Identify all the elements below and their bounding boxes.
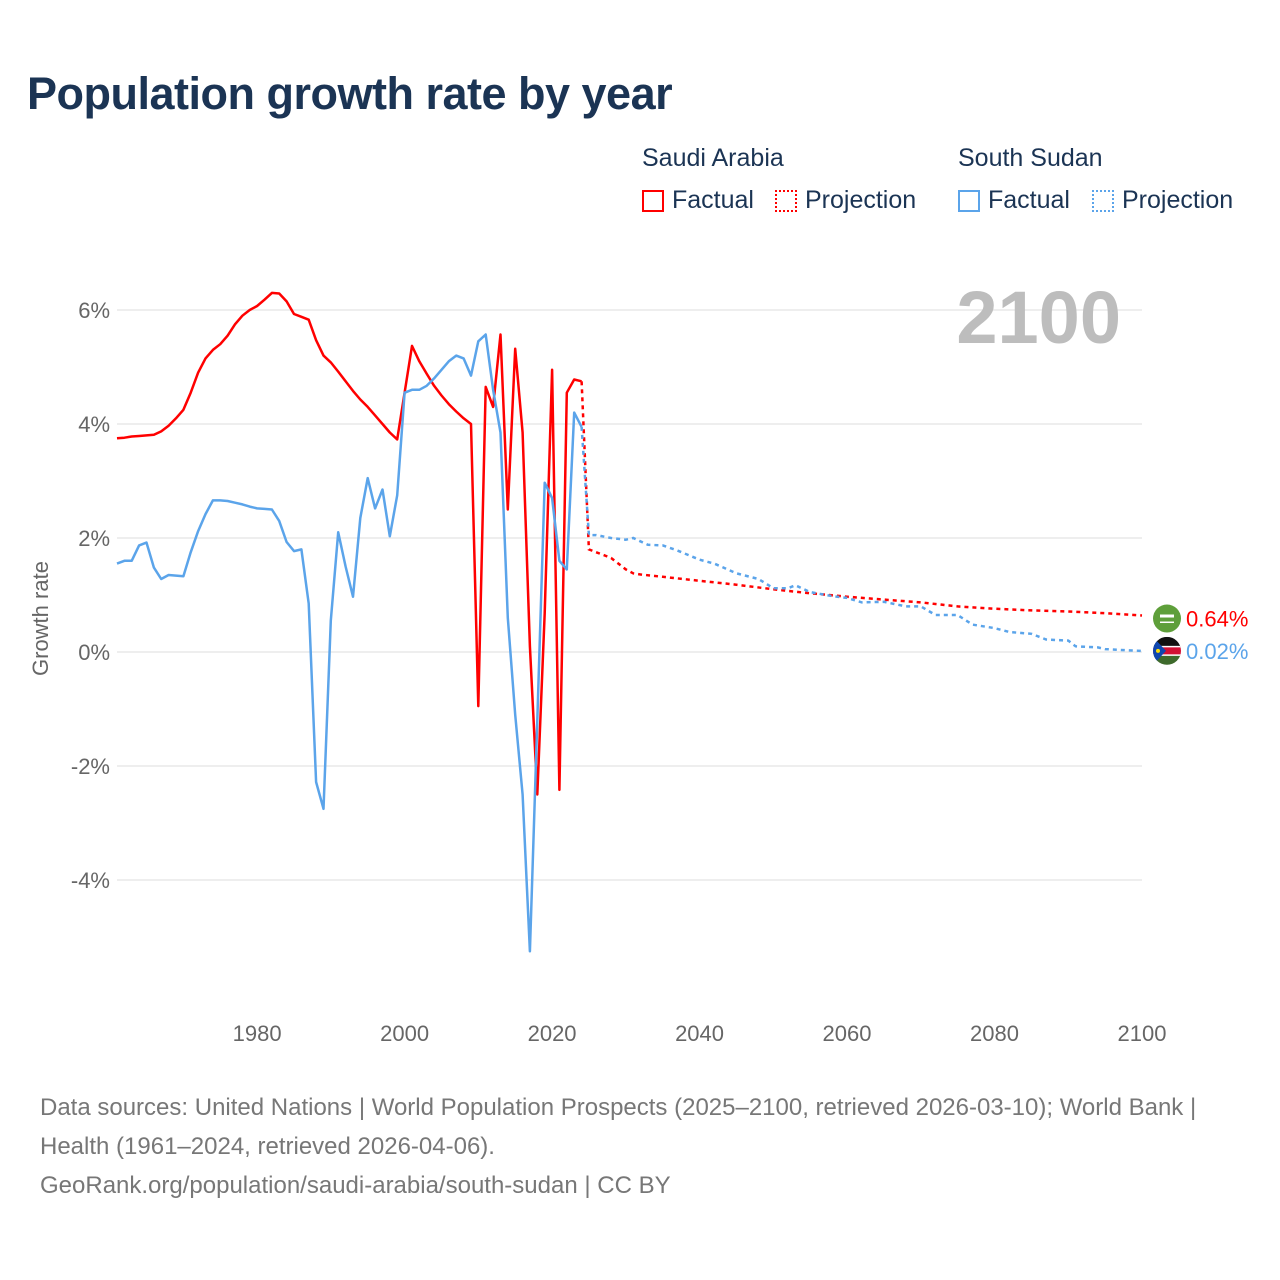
x-tick-label: 1980 [233,1021,282,1046]
south-sudan-factual-line [116,333,583,953]
current-year-display: 2100 [956,276,1121,359]
legend-label: Factual [988,186,1070,214]
saudi-arabia-factual-line [116,291,582,796]
legend-sudan-projection[interactable]: Projection [1092,186,1233,215]
y-tick-label: 6% [78,298,110,323]
source-link[interactable]: GeoRank.org/population/saudi-arabia/sout… [40,1172,671,1199]
y-tick-label: 2% [78,526,110,551]
legend-swatch-solid [958,189,980,212]
legend-label: Factual [672,186,754,214]
footer: Data sources: United Nations | World Pop… [40,1088,1240,1205]
legend-saudi-factual[interactable]: Factual [642,186,754,215]
data-sources: Data sources: United Nations | World Pop… [40,1094,1197,1160]
chart-title: Population growth rate by year [27,68,673,119]
x-tick-label: 2100 [1118,1021,1167,1046]
legend-swatch-dotted [1092,189,1114,212]
x-tick-label: 2020 [528,1021,577,1046]
legend-label: Projection [1122,186,1234,214]
y-tick-label: -4% [71,868,110,893]
saudi-arabia-flag-icon [1153,604,1181,633]
south-sudan-end-value: 0.02% [1186,639,1248,664]
x-tick-label: 2000 [380,1021,429,1046]
legend-saudi-projection[interactable]: Projection [775,186,916,215]
saudi-arabia-projection-line [580,381,1143,617]
x-tick-label: 2080 [970,1021,1019,1046]
legend-sudan-factual[interactable]: Factual [958,186,1070,215]
x-tick-label: 2060 [823,1021,872,1046]
y-tick-label: -2% [71,754,110,779]
legend-swatch-solid [642,189,664,212]
legend-label: Projection [805,186,917,214]
saudi-arabia-end-value: 0.64% [1186,607,1248,632]
legend-group-name: South Sudan [958,144,1103,172]
legend-group-name: Saudi Arabia [642,144,784,172]
south-sudan-flag-icon [1153,636,1181,665]
x-tick-label: 2040 [675,1021,724,1046]
south-sudan-projection-line [580,426,1143,653]
legend-swatch-dotted [775,189,797,212]
y-tick-label: 4% [78,412,110,437]
y-tick-label: 0% [78,640,110,665]
